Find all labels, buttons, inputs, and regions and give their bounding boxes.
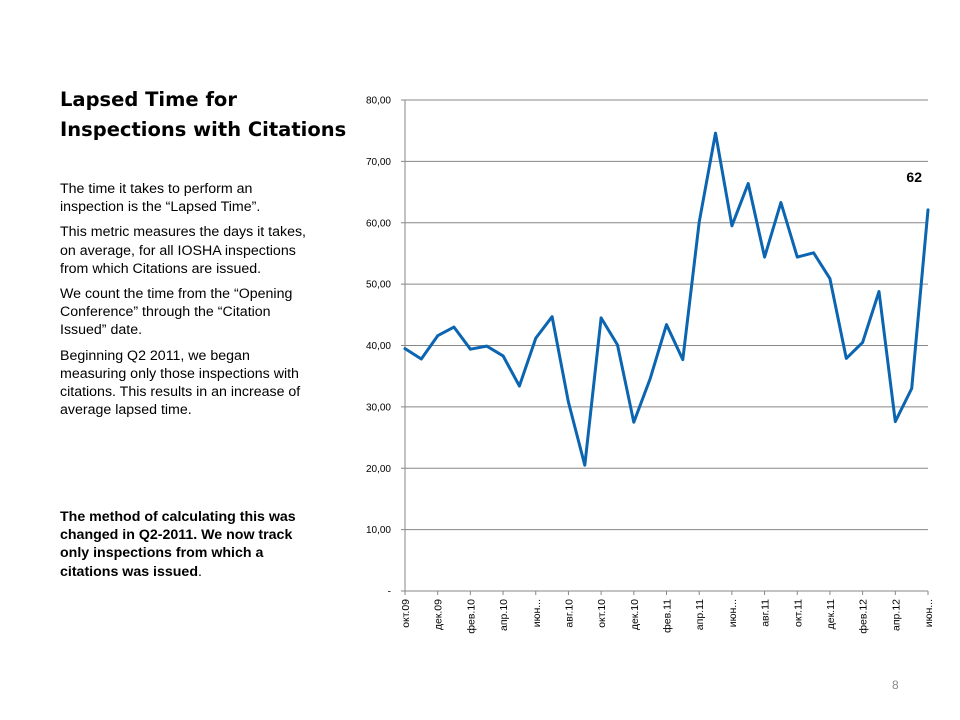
data-point [714,131,717,135]
x-tick-label: апр.12 [890,599,902,631]
x-tick-label: авг.11 [760,599,772,627]
y-tick-label: - [388,587,391,598]
x-tick-label: окт.10 [596,599,608,628]
y-tick-label: 30,00 [366,402,391,413]
data-point [796,255,799,259]
y-tick-label: 10,00 [366,525,391,536]
method-note-text: The method of calculating this was chang… [60,509,296,580]
data-point [599,316,603,320]
data-point [452,325,456,329]
data-point [550,315,554,318]
axes [401,99,929,595]
data-point [583,463,586,467]
data-point [436,334,439,337]
y-tick-label: 40,00 [366,341,391,352]
slide-title: Lapsed Time for Inspections with Citatio… [60,85,360,145]
x-tick-label: дек.09 [433,599,445,630]
slide-title-line: Inspections with Citations [60,118,347,141]
slide-title-line: Lapsed Time for [60,88,237,111]
data-point [697,220,701,224]
x-tick-label: окт.09 [400,599,412,628]
data-point [501,354,505,358]
data-point [534,336,537,340]
data-point [779,201,783,204]
x-tick-label: апр.10 [498,599,510,631]
data-point [681,358,685,361]
x-tick-label: апр.11 [694,599,706,630]
gridlines [405,99,928,531]
paragraph: Beginning Q2 2011, we began measuring on… [60,347,301,419]
x-tick-label: июн... [923,599,935,627]
data-point [485,344,488,348]
paragraph: We count the time from the “Opening Conf… [60,286,293,339]
data-point [812,251,815,255]
y-tick-label: 20,00 [366,464,391,475]
data-point [665,323,668,326]
x-tick-label: июн... [531,599,543,627]
paragraph: This metric measures the days it takes, … [60,224,307,277]
data-label: 62 [906,169,922,185]
data-point [910,387,913,390]
description: The time it takes to perform an inspecti… [60,180,308,426]
series-line [403,131,930,467]
x-tick-label: июн... [727,599,739,627]
tick-labels: - 10,00 20,00 30,00 40,00 50,00 60,00 70,00 80,0… [366,96,935,634]
series [403,131,930,467]
data-point [420,357,423,361]
paragraph: The time it takes to perform an inspecti… [60,181,261,216]
data-point [469,347,472,351]
data-point [616,343,619,347]
x-tick-label: авг.10 [563,599,575,628]
y-tick-label: 50,00 [366,280,391,291]
data-point [730,224,734,228]
page-number: 8 [892,678,899,692]
y-tick-label: 80,00 [366,96,391,107]
data-point [403,347,407,350]
x-tick-label: дек.10 [629,599,641,630]
data-point [877,290,881,293]
data-point [632,421,636,424]
data-point [747,182,750,185]
data-point [861,341,864,344]
data-point [567,400,570,404]
method-note-period: . [197,563,202,580]
x-tick-label: фев.12 [858,599,870,634]
data-point [518,384,521,388]
data-point [894,420,897,423]
data-point [828,277,832,280]
data-point [648,377,652,380]
x-tick-label: окт.11 [792,599,804,627]
data-point [763,255,766,259]
data-point [845,357,848,360]
x-tick-label: дек.11 [825,599,837,630]
x-tick-label: фев.11 [662,599,674,633]
y-tick-label: 60,00 [366,218,391,229]
method-note: The method of calculating this was chang… [60,508,308,581]
data-point [926,208,930,212]
x-tick-label: фев.10 [465,599,477,634]
y-tick-label: 70,00 [366,157,391,168]
